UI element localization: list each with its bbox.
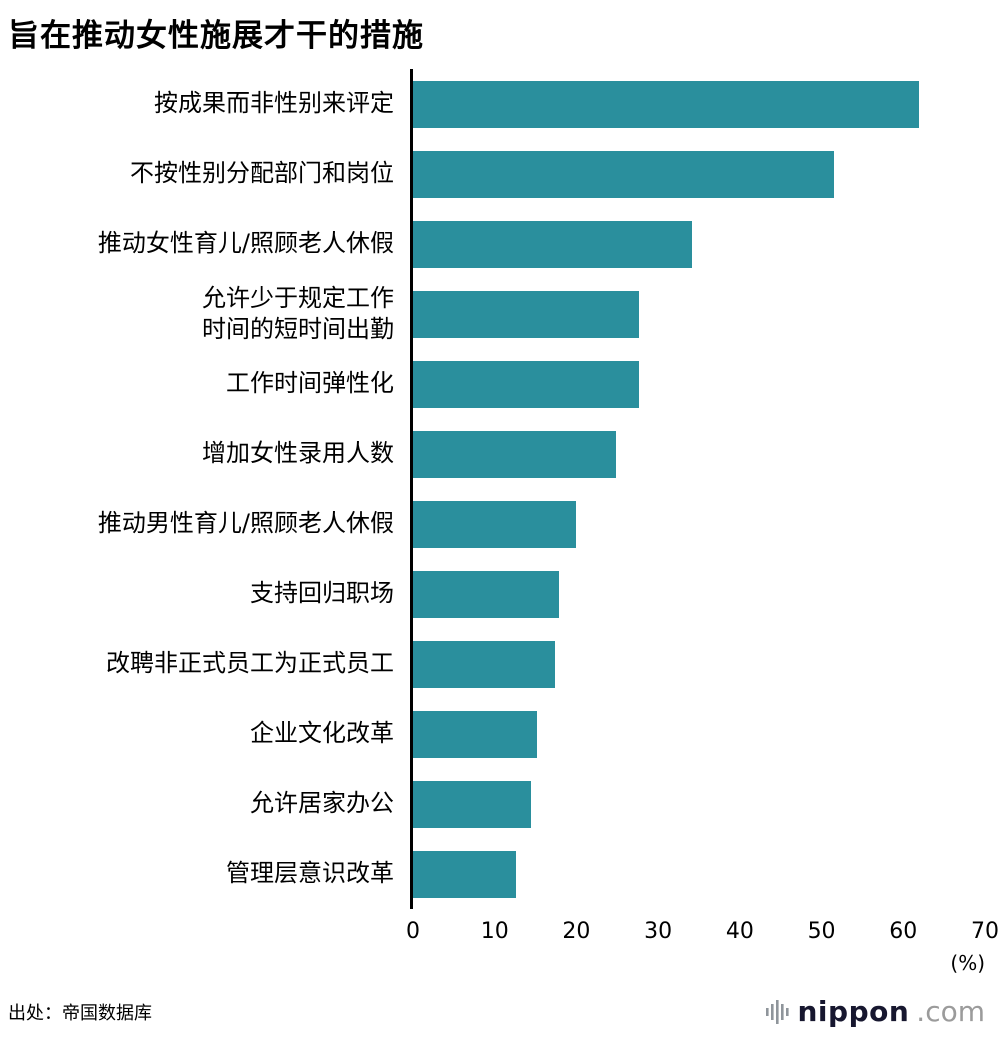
bar-cell (413, 290, 985, 338)
chart-row: 按成果而非性别来评定 (8, 69, 985, 139)
bar-cell (413, 570, 985, 618)
x-tick-label: 0 (406, 919, 420, 944)
chart-row: 推动男性育儿/照顾老人休假 (8, 489, 985, 559)
bar (413, 80, 919, 128)
bar-label: 企业文化改革 (250, 719, 394, 748)
bar-cell (413, 780, 985, 828)
bar-cell (413, 80, 985, 128)
logo-tld: .com (916, 995, 985, 1028)
chart-row: 支持回归职场 (8, 559, 985, 629)
bar (413, 220, 692, 268)
x-tick-label: 60 (889, 919, 918, 944)
bar-label: 推动男性育儿/照顾老人休假 (97, 509, 394, 538)
footer: 出处：帝国数据库 nippon .com (8, 995, 985, 1028)
bar (413, 640, 556, 688)
x-tick-label: 30 (644, 919, 673, 944)
nippon-logo: nippon .com (765, 995, 985, 1028)
bar (413, 780, 531, 828)
chart-row: 工作时间弹性化 (8, 349, 985, 419)
bar-cell (413, 360, 985, 408)
chart-rows: 按成果而非性别来评定 不按性别分配部门和岗位 推动女性育儿/照顾老人休假 允许少… (8, 69, 985, 909)
x-axis-ticks: 0 10 20 30 40 50 60 70 (406, 909, 999, 947)
bar-cell (413, 150, 985, 198)
bar-label: 工作时间弹性化 (226, 369, 394, 398)
bar-label: 支持回归职场 (250, 579, 394, 608)
x-tick-label: 70 (971, 919, 999, 944)
x-axis-unit-label: (%) (950, 951, 985, 975)
chart-row: 推动女性育儿/照顾老人休假 (8, 209, 985, 279)
bar-label: 允许少于规定工作 时间的短时间出勤 (202, 283, 394, 343)
bar-label: 推动女性育儿/照顾老人休假 (97, 229, 394, 258)
chart-row: 管理层意识改革 (8, 839, 985, 909)
bar (413, 290, 640, 338)
bar (413, 150, 834, 198)
logo-name: nippon (797, 995, 910, 1028)
x-tick-label: 50 (807, 919, 836, 944)
axis-line (410, 69, 413, 909)
bar (413, 850, 516, 898)
source-text: 出处：帝国数据库 (8, 1002, 152, 1024)
bar-chart: 按成果而非性别来评定 不按性别分配部门和岗位 推动女性育儿/照顾老人休假 允许少… (8, 69, 999, 975)
chart-row: 允许居家办公 (8, 769, 985, 839)
chart-row: 改聘非正式员工为正式员工 (8, 629, 985, 699)
bar (413, 360, 639, 408)
chart-row: 增加女性录用人数 (8, 419, 985, 489)
bar (413, 500, 576, 548)
bar-cell (413, 850, 985, 898)
x-tick-label: 40 (725, 919, 754, 944)
bar-label: 管理层意识改革 (226, 859, 394, 888)
chart-row: 企业文化改革 (8, 699, 985, 769)
bar-label: 增加女性录用人数 (202, 439, 394, 468)
nippon-soundbars-icon (765, 997, 791, 1027)
bar-cell (413, 710, 985, 758)
bar (413, 570, 560, 618)
x-tick-label: 10 (480, 919, 509, 944)
bar (413, 430, 617, 478)
bar-label: 允许居家办公 (250, 789, 394, 818)
bar (413, 710, 538, 758)
x-tick-label: 20 (562, 919, 591, 944)
bar-label: 不按性别分配部门和岗位 (130, 159, 394, 188)
bar-cell (413, 430, 985, 478)
bar-cell (413, 220, 985, 268)
bar-label: 按成果而非性别来评定 (154, 89, 394, 118)
bar-cell (413, 500, 985, 548)
chart-title: 旨在推动女性施展才干的措施 (8, 18, 424, 54)
chart-row: 允许少于规定工作 时间的短时间出勤 (8, 279, 985, 349)
chart-row: 不按性别分配部门和岗位 (8, 139, 985, 209)
bar-cell (413, 640, 985, 688)
bar-label: 改聘非正式员工为正式员工 (106, 649, 394, 678)
